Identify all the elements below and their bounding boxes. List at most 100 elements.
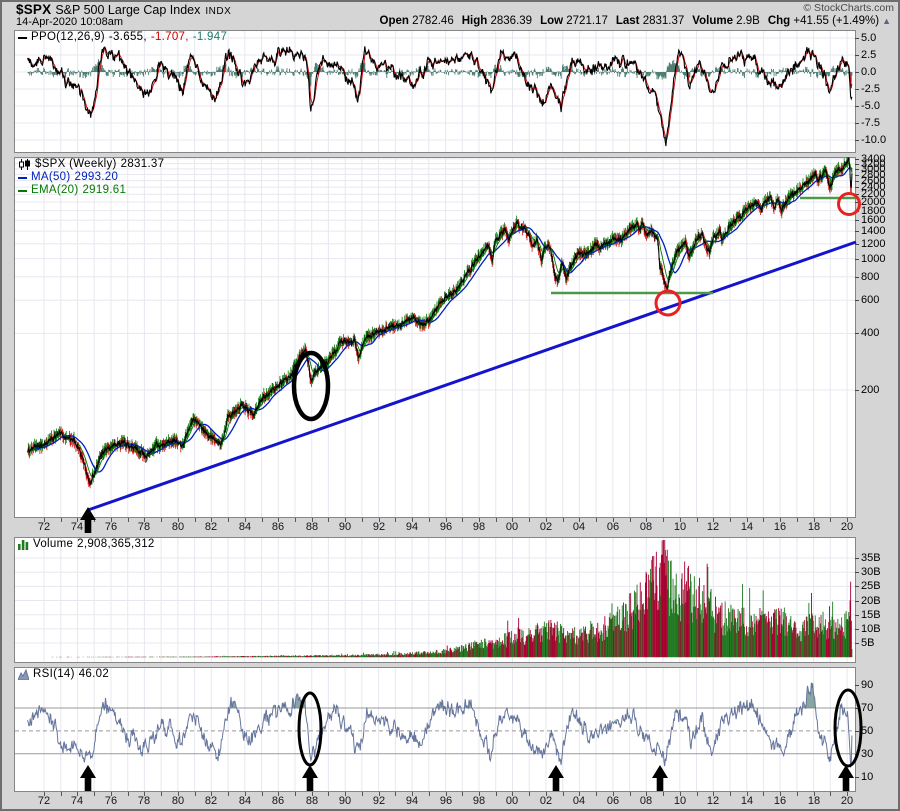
x-tick-label: 02: [539, 795, 553, 807]
x-axis-tick: [61, 518, 62, 522]
x-axis-tick: [228, 792, 229, 796]
exchange-label: INDX: [205, 6, 232, 17]
x-tick-label: 14: [740, 795, 754, 807]
x-axis-tick: [379, 792, 380, 796]
x-axis-tick: [111, 792, 112, 796]
ppo-label: PPO(12,26,9): [31, 31, 105, 43]
y-tick-label: 2400: [861, 181, 886, 193]
y-tick-label: 10: [861, 771, 874, 783]
y-axis-tick: [855, 259, 859, 260]
x-axis-tick: [278, 518, 279, 522]
low-label: Low: [540, 15, 564, 27]
x-axis-tick: [94, 792, 95, 796]
x-axis-tick: [161, 792, 162, 796]
title-line: $SPX S&P 500 Large Cap Index INDX: [16, 2, 231, 17]
x-axis-tick: [295, 792, 296, 796]
x-tick-label: 82: [204, 521, 218, 533]
high-value: 2836.39: [490, 15, 533, 27]
y-tick-label: 20B: [861, 595, 881, 607]
x-axis-tick: [847, 518, 848, 522]
y-tick-label: 2000: [861, 196, 886, 208]
x-axis-tick: [763, 792, 764, 796]
x-tick-label: 06: [606, 521, 620, 533]
x-axis-tick: [529, 792, 530, 796]
x-axis-tick: [228, 518, 229, 522]
x-tick-label: 92: [372, 795, 386, 807]
x-axis-tick: [630, 792, 631, 796]
x-tick-label: 92: [372, 521, 386, 533]
x-axis-tick: [345, 518, 346, 522]
y-tick-label: 3000: [861, 163, 886, 175]
x-tick-label: 74: [70, 795, 84, 807]
y-tick-label: -10.0: [861, 134, 887, 146]
x-axis-tick: [462, 518, 463, 522]
rsi-label: RSI(14): [33, 668, 75, 680]
x-axis-tick: [446, 518, 447, 522]
x-axis-tick: [328, 518, 329, 522]
x-axis-tick: [211, 792, 212, 796]
x-tick-label: 18: [807, 795, 821, 807]
y-axis-tick: [855, 106, 859, 107]
x-axis-tick: [429, 518, 430, 522]
x-tick-label: 94: [405, 521, 419, 533]
x-axis-tick: [546, 792, 547, 796]
x-tick-label: 90: [338, 795, 352, 807]
volume-panel-label: Volume: [33, 538, 74, 550]
x-axis-tick: [479, 518, 480, 522]
rsi-panel: RSI(14) 46.02: [14, 667, 856, 792]
y-axis-tick: [855, 558, 859, 559]
x-axis-tick: [830, 792, 831, 796]
rsi-plot: [14, 667, 856, 792]
y-tick-label: -5.0: [861, 100, 880, 112]
x-axis-tick: [713, 518, 714, 522]
x-axis-tick: [161, 518, 162, 522]
x-tick-label: 90: [338, 521, 352, 533]
x-tick-label: 20: [840, 521, 854, 533]
y-axis-tick: [855, 685, 859, 686]
x-axis-tick: [412, 792, 413, 796]
x-axis-tick: [479, 792, 480, 796]
ppo-value: -3.655,: [108, 31, 147, 43]
copyright-link[interactable]: © StockCharts.com: [803, 2, 894, 14]
x-axis-tick: [747, 792, 748, 796]
low-value: 2721.17: [566, 15, 608, 27]
ppo-legend: PPO(12,26,9) -3.655, -1.707, -1.947: [18, 31, 227, 44]
x-tick-label: 88: [305, 795, 319, 807]
index-name: S&P 500 Large Cap Index: [55, 3, 201, 17]
x-tick-label: 96: [439, 795, 453, 807]
x-axis-tick: [395, 792, 396, 796]
y-axis-tick: [855, 169, 859, 170]
x-axis-tick: [462, 792, 463, 796]
x-axis-tick: [496, 518, 497, 522]
rsi-legend: RSI(14) 46.02: [18, 668, 109, 681]
y-axis-tick: [855, 572, 859, 573]
y-axis-tick: [855, 615, 859, 616]
x-tick-label: 96: [439, 521, 453, 533]
y-axis-tick: [855, 89, 859, 90]
x-axis-tick: [529, 518, 530, 522]
open-value: 2782.46: [412, 15, 454, 27]
y-tick-label: 2600: [861, 175, 886, 187]
volume-panel: Volume 2,908,365,312: [14, 537, 856, 663]
x-axis-tick: [630, 518, 631, 522]
x-axis-tick: [563, 792, 564, 796]
x-axis-tick: [328, 792, 329, 796]
x-axis-tick: [345, 792, 346, 796]
area-chart-icon: [18, 669, 29, 680]
ppo-line-swatch-icon: [18, 36, 27, 39]
y-tick-label: 10B: [861, 623, 881, 635]
x-tick-label: 12: [706, 521, 720, 533]
y-tick-label: -7.5: [861, 117, 880, 129]
x-axis-tick: [128, 518, 129, 522]
y-axis-tick: [855, 586, 859, 587]
up-triangle-icon: ▲: [882, 16, 891, 26]
x-axis-tick: [195, 518, 196, 522]
x-axis-tick: [730, 518, 731, 522]
x-tick-label: 78: [137, 795, 151, 807]
x-tick-label: 10: [673, 795, 687, 807]
x-tick-label: 76: [104, 521, 118, 533]
price-panel: $SPX (Weekly) 2831.37 MA(50) 2993.20 EMA…: [14, 157, 856, 518]
x-axis-tick: [596, 518, 597, 522]
x-axis-tick: [446, 792, 447, 796]
x-axis-tick: [814, 518, 815, 522]
